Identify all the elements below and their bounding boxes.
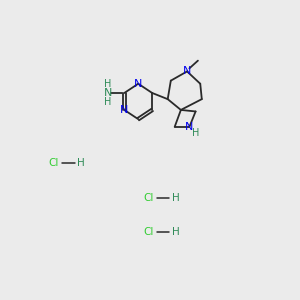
Text: H: H (104, 97, 112, 107)
Text: H: H (192, 128, 199, 138)
Text: N: N (185, 122, 194, 132)
Text: H: H (172, 193, 179, 203)
Text: N: N (134, 79, 142, 89)
Text: Cl: Cl (143, 193, 154, 203)
Text: N: N (183, 66, 191, 76)
Text: H: H (77, 158, 85, 168)
Text: H: H (172, 227, 179, 237)
Text: Cl: Cl (143, 227, 154, 237)
Text: N: N (120, 105, 128, 115)
Text: Cl: Cl (49, 158, 59, 168)
Text: H: H (104, 79, 112, 89)
Text: N: N (104, 88, 112, 98)
